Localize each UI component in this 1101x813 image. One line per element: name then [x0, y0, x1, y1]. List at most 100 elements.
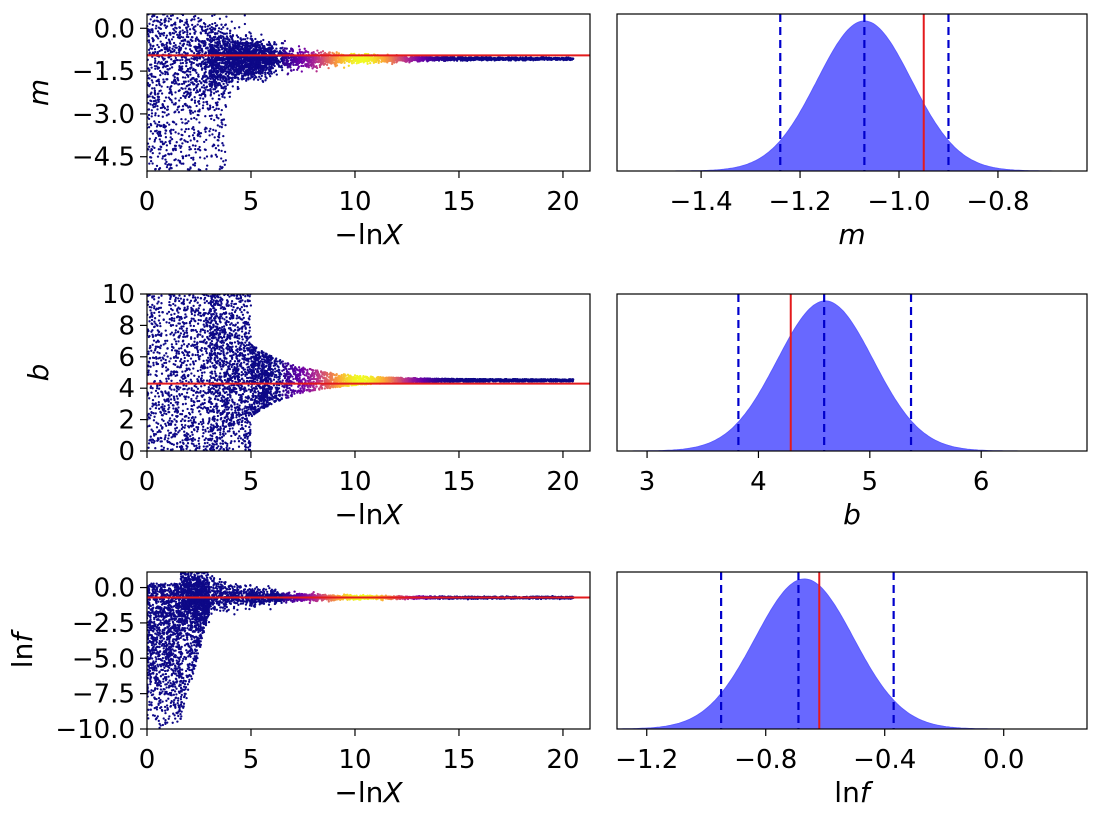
sample-point	[156, 155, 160, 158]
sample-point	[186, 52, 189, 55]
sample-point	[189, 70, 192, 74]
sample-point	[229, 65, 232, 68]
sample-point	[222, 57, 226, 61]
sample-point	[159, 18, 163, 22]
sample-point	[210, 117, 213, 121]
sample-point	[258, 44, 261, 47]
sample-point	[175, 164, 178, 167]
sample-point	[486, 59, 489, 62]
sample-point	[248, 44, 251, 47]
sample-point	[211, 76, 214, 79]
sample-point	[229, 29, 232, 32]
sample-point	[153, 146, 156, 150]
sample-point	[226, 44, 229, 48]
sample-point	[190, 78, 193, 81]
sample-point	[359, 60, 363, 63]
sample-point	[192, 125, 195, 129]
sample-point	[311, 63, 315, 66]
sample-point	[163, 24, 166, 27]
sample-point	[200, 92, 204, 96]
sample-point	[391, 56, 395, 59]
sample-point	[276, 62, 280, 66]
sample-point	[184, 140, 187, 143]
sample-point	[223, 150, 227, 154]
sample-point	[171, 24, 174, 27]
sample-point	[215, 107, 218, 110]
sample-point	[151, 151, 154, 155]
sample-point	[181, 155, 184, 158]
sample-point	[461, 55, 464, 59]
sample-point	[203, 61, 206, 64]
sample-point	[221, 123, 224, 126]
sample-point	[153, 138, 157, 141]
sample-point	[524, 56, 527, 60]
sample-point	[154, 50, 157, 54]
sample-point	[175, 58, 178, 62]
sample-point	[327, 66, 330, 70]
sample-point	[166, 15, 169, 18]
sample-point	[232, 44, 235, 47]
sample-point	[169, 18, 173, 21]
sample-point	[180, 128, 183, 131]
sample-point	[167, 96, 170, 99]
sample-point	[160, 32, 164, 35]
sample-point	[167, 56, 171, 59]
sample-point	[231, 68, 235, 71]
sample-point	[249, 37, 252, 40]
sample-point	[311, 51, 314, 54]
sample-point	[192, 61, 195, 65]
sample-point	[292, 57, 295, 60]
sample-point	[164, 140, 167, 144]
sample-point	[328, 56, 331, 60]
sample-point	[434, 57, 438, 60]
sample-point	[161, 66, 165, 69]
sample-point	[537, 58, 541, 61]
sample-point	[172, 41, 176, 45]
sample-point	[158, 82, 161, 86]
sample-point	[192, 156, 195, 159]
sample-point	[392, 57, 395, 61]
sample-point	[350, 62, 354, 65]
sample-point	[302, 57, 306, 60]
sample-point	[224, 78, 228, 81]
sample-point	[290, 48, 293, 51]
sample-point	[168, 142, 172, 145]
sample-point	[568, 57, 571, 61]
sample-point	[230, 41, 233, 44]
sample-point	[219, 113, 222, 116]
sample-point	[184, 87, 187, 90]
sample-point	[440, 58, 443, 61]
sample-point	[213, 85, 217, 88]
sample-point	[166, 105, 169, 108]
sample-point	[191, 23, 194, 27]
sample-point	[238, 70, 241, 73]
sample-point	[347, 64, 350, 67]
sample-point	[263, 59, 266, 62]
sample-point	[174, 158, 177, 161]
sample-point	[194, 39, 197, 43]
sample-point	[440, 56, 443, 59]
sample-point	[147, 33, 150, 36]
sample-point	[167, 20, 170, 23]
sample-point	[311, 58, 314, 61]
sample-point	[184, 90, 187, 94]
sample-point	[366, 62, 369, 65]
sample-point	[222, 134, 225, 138]
sample-point	[208, 114, 212, 118]
sample-point	[148, 95, 151, 98]
sample-point	[197, 110, 200, 113]
sample-point	[245, 79, 248, 82]
sample-point	[286, 72, 290, 75]
sample-point	[262, 51, 265, 55]
sample-point	[318, 64, 321, 67]
sample-point	[171, 120, 175, 123]
sample-point	[176, 73, 179, 76]
sample-point	[297, 45, 301, 48]
sample-point	[188, 135, 191, 138]
sample-point	[188, 60, 192, 63]
sample-point	[151, 38, 155, 41]
sample-point	[192, 57, 195, 61]
sample-point	[220, 84, 223, 88]
sample-point	[186, 29, 189, 32]
sample-point	[157, 60, 160, 64]
